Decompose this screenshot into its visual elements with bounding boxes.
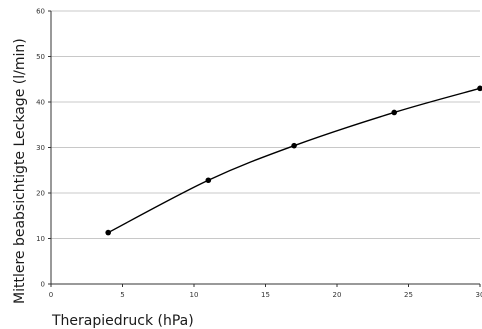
x-axis-title: Therapiedruck (hPa) <box>51 313 194 329</box>
x-tick-label: 10 <box>190 291 199 299</box>
x-tick-label: 0 <box>49 291 53 299</box>
series-line <box>107 87 481 234</box>
data-point <box>291 142 297 149</box>
y-tick-label: 40 <box>36 99 45 107</box>
x-tick-label: 15 <box>261 291 270 299</box>
y-tick-label: 10 <box>36 235 45 243</box>
y-axis-ticks: 0 10 20 30 40 50 60 <box>36 8 51 289</box>
data-point <box>105 229 111 236</box>
data-point <box>391 109 398 116</box>
x-tick-label: 30 <box>476 291 482 299</box>
y-tick-label: 50 <box>36 53 45 61</box>
x-axis-ticks: 0 5 10 15 20 25 30 <box>49 284 482 299</box>
x-tick-label: 20 <box>333 291 342 299</box>
y-tick-label: 0 <box>41 281 45 289</box>
series <box>105 85 482 236</box>
y-tick-label: 60 <box>36 8 45 16</box>
data-point <box>477 85 482 92</box>
grid-lines <box>51 10 480 239</box>
data-point <box>205 177 212 184</box>
x-tick-label: 5 <box>120 291 124 299</box>
y-axis-title: Mittlere beabsichtigte Leckage (l/min) <box>12 38 28 304</box>
x-tick-label: 25 <box>404 291 413 299</box>
y-tick-label: 20 <box>36 190 45 198</box>
y-tick-label: 30 <box>36 144 45 152</box>
